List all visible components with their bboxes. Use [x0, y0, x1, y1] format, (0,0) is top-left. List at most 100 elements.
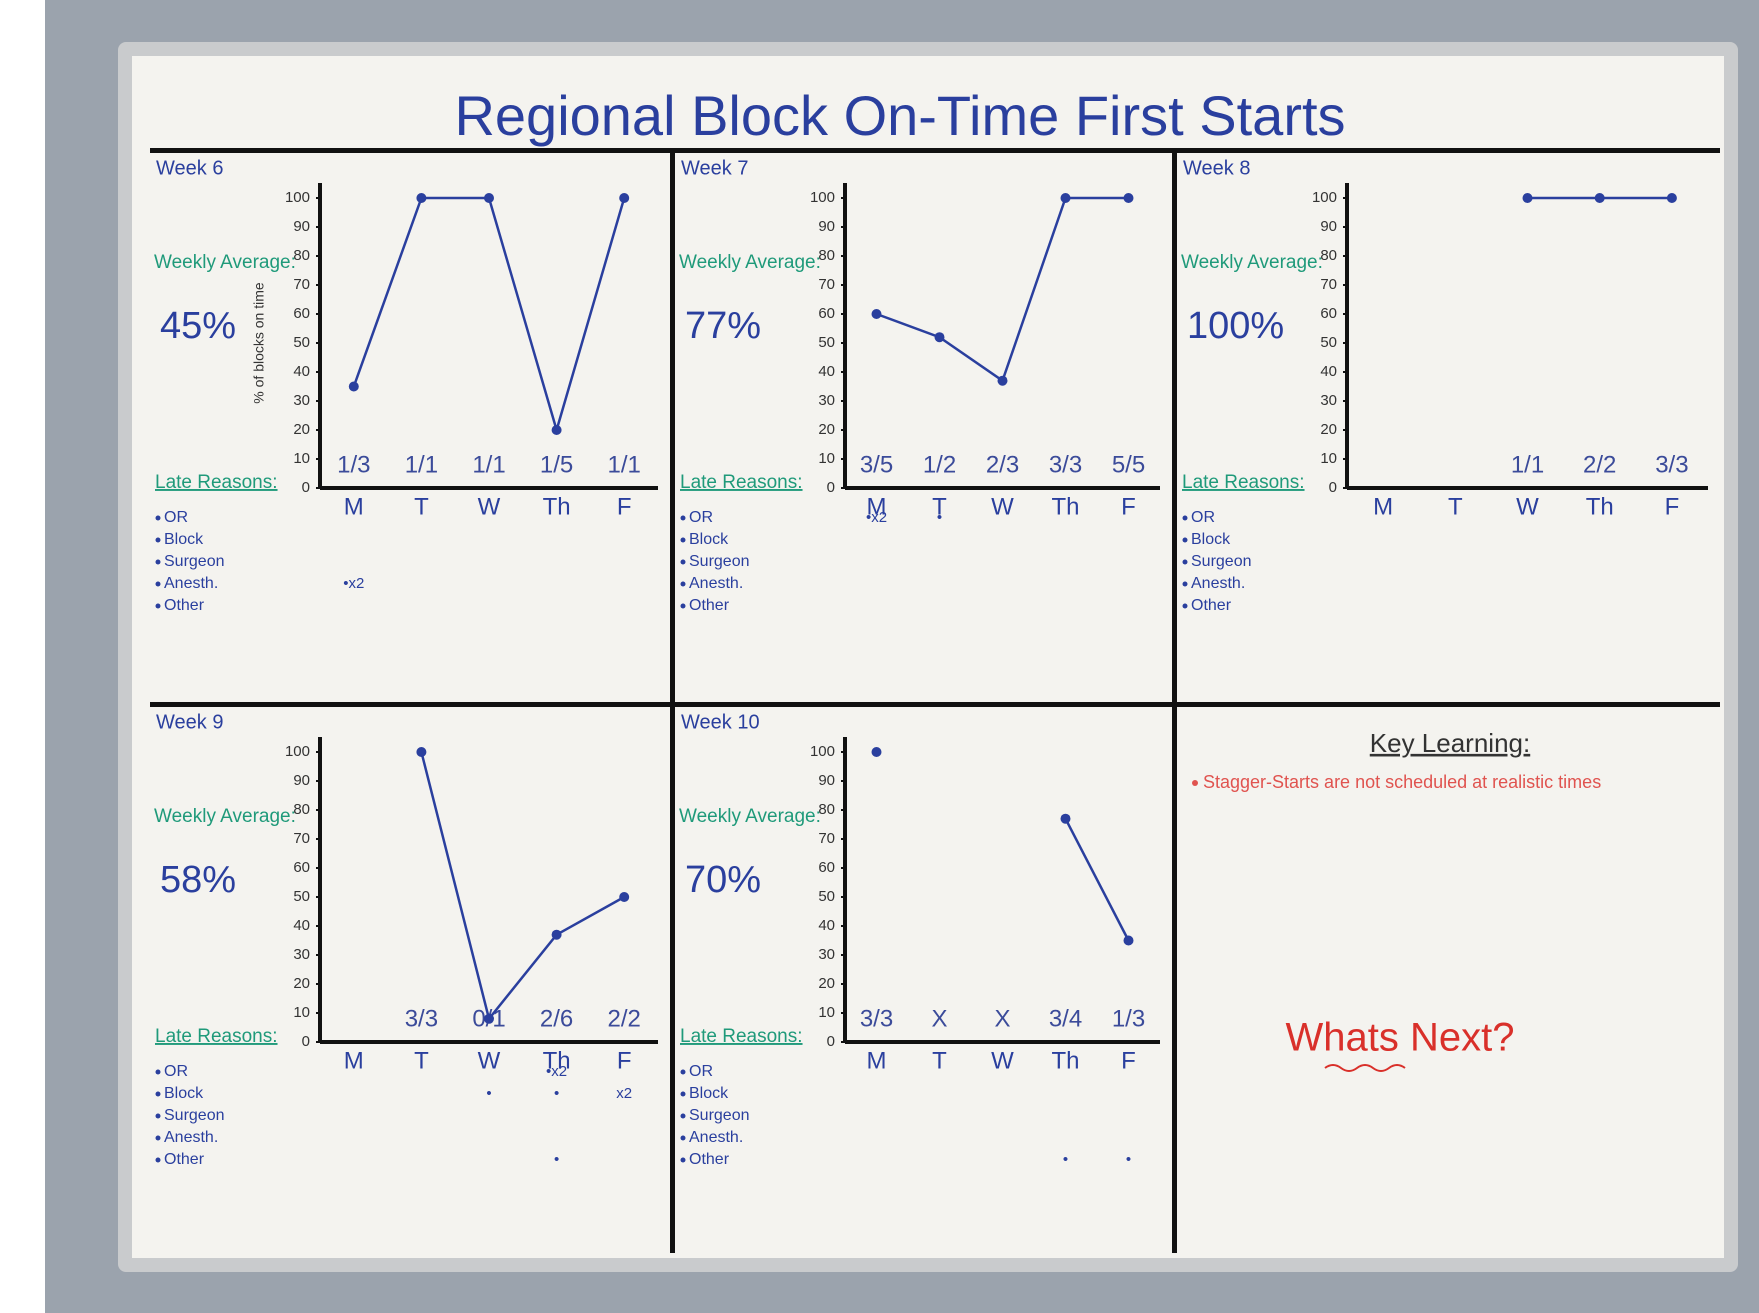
late-reasons-label: Late Reasons: [680, 472, 803, 493]
point [619, 892, 629, 902]
late-reason: OR [689, 509, 713, 526]
week-title: Week 9 [156, 711, 223, 733]
fraction-label: X [931, 1005, 947, 1032]
x-tick-label: Th [543, 493, 571, 520]
bullet [681, 1158, 686, 1163]
whats-next: Whats Next? [1286, 1016, 1515, 1060]
y-tick-label: 100 [810, 189, 835, 206]
y-tick-label: 0 [302, 479, 310, 496]
point [1061, 193, 1071, 203]
y-tick-label: 0 [1329, 479, 1337, 496]
x-tick-label: F [1665, 493, 1680, 520]
point [416, 747, 426, 757]
fraction-label: 1/1 [1511, 451, 1544, 478]
fraction-label: 2/2 [1583, 451, 1616, 478]
late-reason: Block [689, 1085, 729, 1102]
y-tick-label: 70 [1320, 276, 1337, 293]
y-tick-label: 100 [810, 743, 835, 760]
y-tick-label: 70 [818, 276, 835, 293]
point [872, 309, 882, 319]
fraction-label: 1/1 [472, 451, 505, 478]
late-reason: Block [1191, 531, 1231, 548]
bullet [1183, 604, 1188, 609]
late-tally: x2 [616, 1085, 632, 1102]
y-tick-label: 80 [818, 247, 835, 264]
late-reason: Surgeon [164, 1107, 225, 1124]
y-tick-label: 50 [293, 334, 310, 351]
y-tick-label: 70 [818, 830, 835, 847]
y-tick-label: 20 [293, 975, 310, 992]
y-tick-label: 70 [293, 830, 310, 847]
late-reason: Other [164, 1151, 205, 1168]
average-label: Weekly Average: [679, 806, 821, 827]
late-reason: Anesth. [164, 575, 218, 592]
point [1667, 193, 1677, 203]
bullet [156, 560, 161, 565]
y-tick-label: 0 [827, 1033, 835, 1050]
bullet [156, 1070, 161, 1075]
y-tick-label: 50 [818, 334, 835, 351]
y-tick-label: 20 [1320, 421, 1337, 438]
fraction-label: 2/2 [608, 1005, 641, 1032]
x-tick-label: Th [1051, 493, 1079, 520]
x-tick-label: M [867, 1047, 887, 1074]
y-tick-label: 10 [293, 450, 310, 467]
point [1523, 193, 1533, 203]
y-tick-label: 80 [818, 801, 835, 818]
key-learning-title: Key Learning: [1370, 728, 1530, 758]
y-tick-label: 90 [818, 772, 835, 789]
x-tick-label: F [1121, 493, 1136, 520]
week-title: Week 6 [156, 157, 223, 179]
late-reason: Other [689, 597, 730, 614]
point [1061, 814, 1071, 824]
y-tick-label: 80 [1320, 247, 1337, 264]
x-tick-label: Th [1586, 493, 1614, 520]
x-tick-label: T [932, 1047, 947, 1074]
y-tick-label: 80 [293, 801, 310, 818]
y-tick-label: 40 [1320, 363, 1337, 380]
late-reason: Surgeon [689, 553, 750, 570]
late-tally: • [1063, 1151, 1068, 1168]
fraction-label: 3/3 [1655, 451, 1688, 478]
y-tick-label: 40 [818, 917, 835, 934]
average-value: 58% [160, 859, 236, 901]
fraction-label: 3/4 [1049, 1005, 1082, 1032]
fraction-label: 2/3 [986, 451, 1019, 478]
late-reason: Block [164, 1085, 204, 1102]
bullet [156, 516, 161, 521]
late-reason: Other [1191, 597, 1232, 614]
photo-margin [0, 0, 45, 1313]
board-title: Regional Block On-Time First Starts [454, 84, 1345, 147]
y-tick-label: 30 [1320, 392, 1337, 409]
bullet [156, 1136, 161, 1141]
late-reason: Anesth. [164, 1129, 218, 1146]
y-tick-label: 30 [293, 946, 310, 963]
point [1124, 936, 1134, 946]
y-tick-label: 10 [293, 1004, 310, 1021]
x-tick-label: F [1121, 1047, 1136, 1074]
y-tick-label: 60 [818, 859, 835, 876]
fraction-label: 2/6 [540, 1005, 573, 1032]
fraction-label: 1/5 [540, 451, 573, 478]
late-tally: • [937, 509, 942, 526]
late-reason: Other [164, 597, 205, 614]
late-tally: • [486, 1085, 491, 1102]
y-tick-label: 50 [1320, 334, 1337, 351]
y-tick-label: 100 [285, 743, 310, 760]
late-reason: Surgeon [689, 1107, 750, 1124]
y-tick-label: 100 [285, 189, 310, 206]
y-tick-label: 10 [818, 450, 835, 467]
late-reason: OR [164, 509, 188, 526]
y-tick-label: 0 [302, 1033, 310, 1050]
bullet [1183, 560, 1188, 565]
y-tick-label: 90 [1320, 218, 1337, 235]
divider [670, 148, 675, 1253]
bullet [156, 1158, 161, 1163]
week-title: Week 7 [681, 157, 748, 179]
average-value: 70% [685, 859, 761, 901]
bullet [681, 1114, 686, 1119]
late-reason: Anesth. [689, 1129, 743, 1146]
y-tick-label: 10 [1320, 450, 1337, 467]
bullet [156, 538, 161, 543]
bullet [1183, 538, 1188, 543]
